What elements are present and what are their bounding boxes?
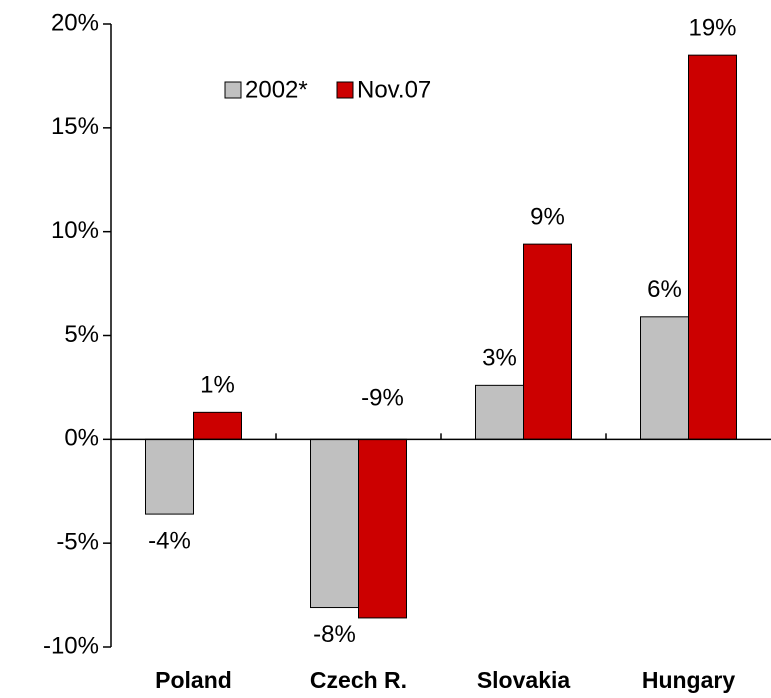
- value-label: 3%: [482, 345, 517, 372]
- value-label: 6%: [647, 276, 682, 303]
- y-tick-label: -10%: [43, 632, 99, 659]
- value-label: 9%: [530, 203, 565, 230]
- bar: [358, 438, 407, 619]
- y-tick-label: 15%: [51, 113, 99, 140]
- bar: [310, 438, 359, 609]
- x-tick-label: Hungary: [642, 667, 736, 693]
- y-tick-label: 20%: [51, 9, 99, 36]
- value-label: -4%: [148, 527, 191, 554]
- bar: [475, 384, 524, 440]
- value-label: -8%: [313, 621, 356, 648]
- x-tick-label: Czech R.: [310, 667, 407, 693]
- x-tick-label: Poland: [155, 667, 232, 693]
- legend-label: 2002*: [245, 76, 308, 103]
- bar: [640, 316, 689, 440]
- x-tick-label: Slovakia: [477, 667, 571, 693]
- bar: [523, 243, 572, 440]
- bar: [145, 438, 194, 515]
- y-tick-label: 10%: [51, 217, 99, 244]
- y-tick-label: 5%: [64, 321, 99, 348]
- value-label: 1%: [200, 372, 235, 399]
- bar: [688, 54, 737, 440]
- legend-swatch: [224, 81, 242, 99]
- bar: [193, 411, 242, 440]
- legend-label: Nov.07: [357, 76, 431, 103]
- legend-swatch: [336, 81, 354, 99]
- y-tick-label: 0%: [64, 425, 99, 452]
- value-label: -9%: [361, 385, 404, 412]
- value-label: 19%: [688, 14, 736, 41]
- y-tick-label: -5%: [56, 529, 99, 556]
